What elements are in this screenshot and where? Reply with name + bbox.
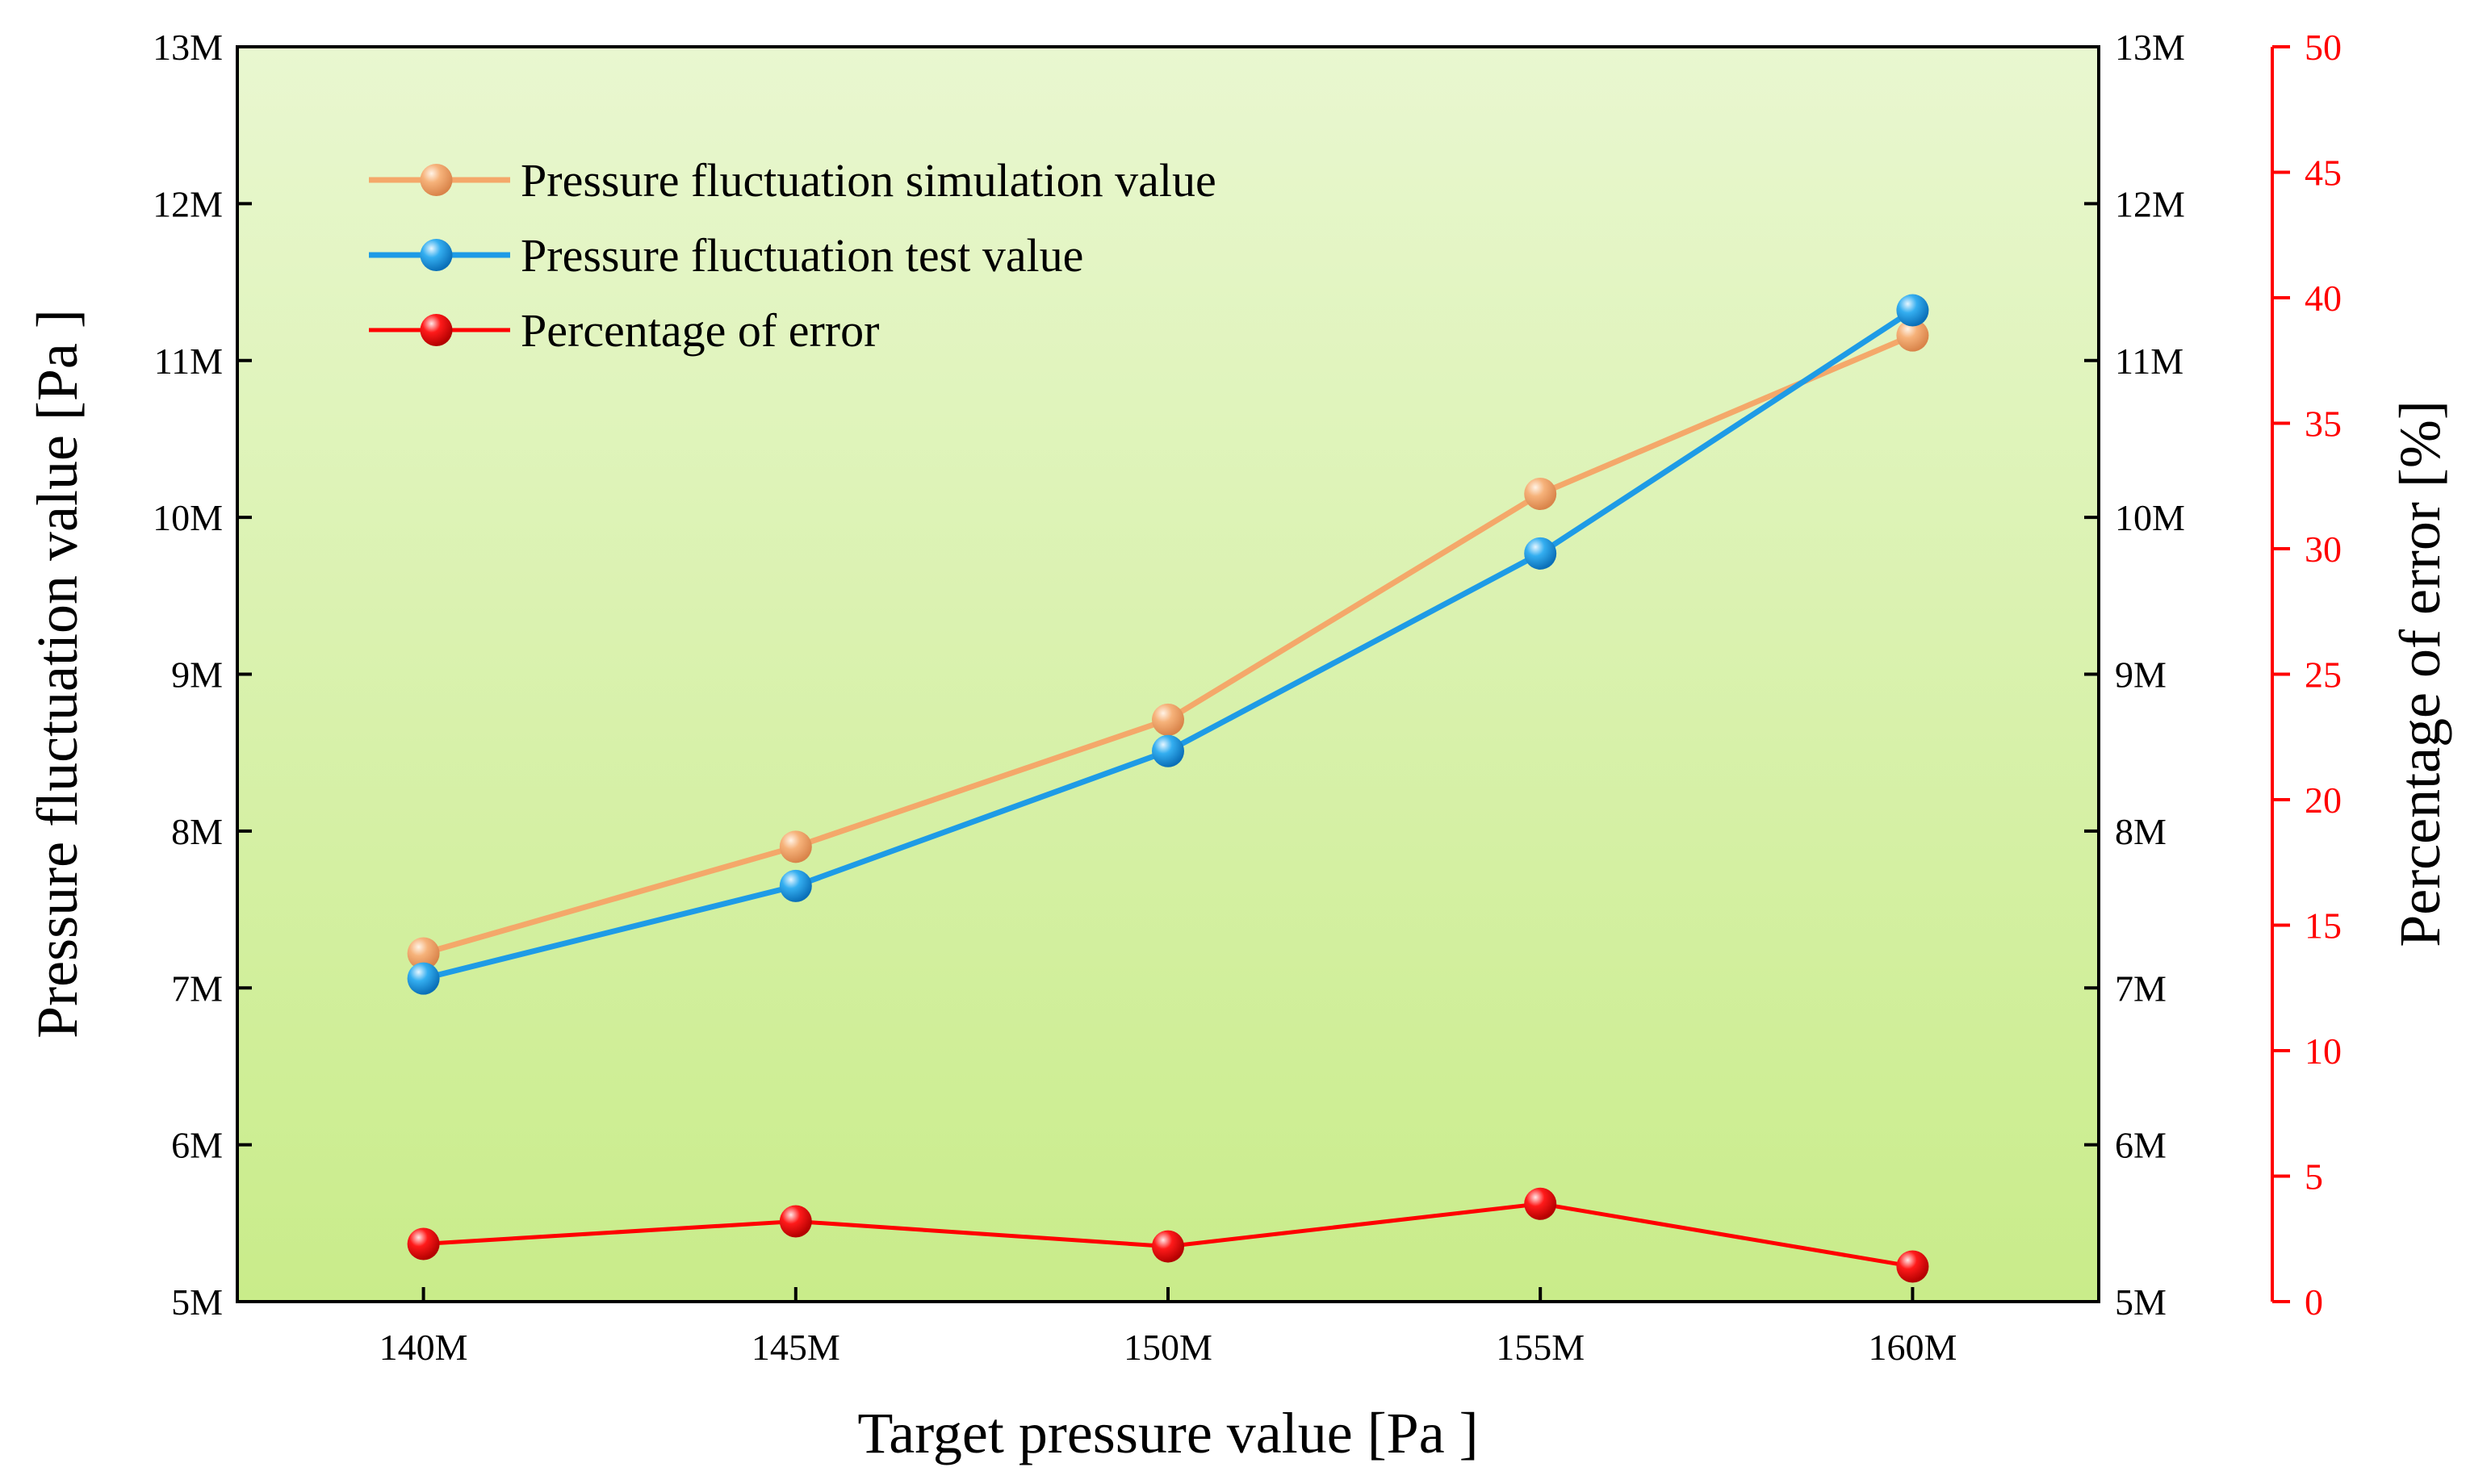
series-layer [407,294,1929,1283]
x-axis-title: Target pressure value [Pa ] [857,1401,1478,1465]
x-tick-label: 160M [1868,1327,1957,1368]
inner-right-y-tick-label: 12M [2115,183,2185,224]
inner-right-y-tick-label: 9M [2115,654,2167,696]
left-y-tick-label: 11M [154,341,223,382]
left-y-tick-label: 13M [153,27,223,68]
left-y-tick-label: 9M [171,654,223,696]
legend-marker [420,239,453,271]
legend: Pressure fluctuation simulation value Pre… [369,154,1216,357]
series-3-point [407,1227,440,1260]
legend-label: Pressure fluctuation test value [521,229,1083,282]
series-3-point [1152,1230,1184,1263]
series-2-point [779,869,812,902]
inner-right-y-axis-ticks: 5M 6M 7M 8M 9M 10M 11M 12M 13M [2084,27,2185,1323]
left-y-axis-ticks: 5M 6M 7M 8M 9M 10M 11M 12M 13M [153,27,252,1323]
legend-label: Percentage of error [521,304,879,357]
right-y-tick-label: 5 [2305,1156,2323,1198]
series-3-point [1524,1187,1557,1220]
right-y-axis-ticks: 0 5 10 15 20 25 30 35 40 45 50 [2272,27,2342,1323]
right-y-tick-label: 0 [2305,1281,2323,1323]
series-2-point [1896,294,1929,327]
inner-right-y-tick-label: 5M [2115,1281,2167,1323]
inner-right-y-tick-label: 11M [2115,341,2183,382]
x-tick-label: 145M [752,1327,840,1368]
series-1-point [1152,703,1184,736]
series-2-point [1152,734,1184,767]
right-y-tick-label: 25 [2305,654,2342,696]
series-3-point [779,1205,812,1238]
right-y-tick-label: 10 [2305,1030,2342,1072]
x-tick-label: 155M [1496,1327,1585,1368]
right-y-tick-label: 20 [2305,780,2342,821]
right-y-tick-label: 45 [2305,153,2342,194]
left-y-tick-label: 5M [171,1281,223,1323]
inner-right-y-tick-label: 6M [2115,1125,2167,1166]
left-y-tick-label: 12M [153,183,223,224]
right-y-axis-title: Percentage of error [%] [2388,400,2452,947]
plot-background [237,47,2099,1302]
inner-right-y-tick-label: 10M [2115,497,2185,538]
series-1-point [1896,319,1929,352]
left-y-tick-label: 7M [171,968,223,1009]
series-2-point [407,962,440,995]
legend-marker [420,164,453,196]
x-axis-ticks: 140M 145M 150M 155M 160M [379,1287,1957,1368]
left-y-tick-label: 10M [153,497,223,538]
x-tick-label: 150M [1124,1327,1212,1368]
x-tick-label: 140M [379,1327,468,1368]
left-y-tick-label: 6M [171,1125,223,1166]
left-y-axis-title: Pressure fluctuation value [Pa ] [25,309,90,1039]
series-1-point [779,830,812,863]
inner-right-y-tick-label: 7M [2115,968,2167,1009]
series-2-point [1524,537,1557,570]
series-1-point [1524,477,1557,510]
right-y-tick-label: 35 [2305,403,2342,445]
series-1-point [407,937,440,970]
legend-label: Pressure fluctuation simulation value [521,154,1216,207]
right-y-tick-label: 15 [2305,905,2342,947]
right-y-tick-label: 40 [2305,278,2342,319]
right-y-tick-label: 50 [2305,27,2342,68]
inner-right-y-tick-label: 13M [2115,27,2185,68]
series-3-point [1896,1250,1929,1283]
right-y-tick-label: 30 [2305,529,2342,570]
legend-marker [420,314,453,346]
inner-right-y-tick-label: 8M [2115,811,2167,852]
left-y-tick-label: 8M [171,811,223,852]
